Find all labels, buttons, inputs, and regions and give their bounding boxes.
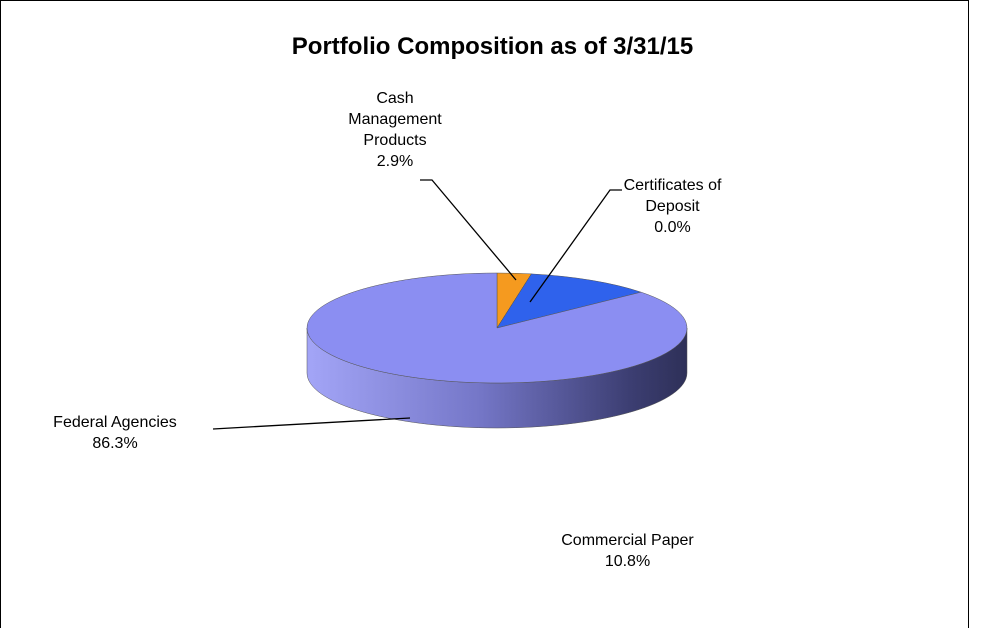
value-label: 86.3%	[92, 435, 138, 452]
leader-line	[420, 179, 517, 281]
slice-label: Cash Management Products 2.9%	[330, 88, 460, 172]
value-label: 2.9%	[376, 153, 414, 170]
category-name: Federal Agencies	[53, 414, 177, 431]
category-name: Commercial Paper	[561, 532, 694, 549]
value-label: 10.8%	[604, 553, 651, 570]
slice-label: Federal Agencies 86.3%	[20, 412, 210, 454]
value-label: 0.0%	[654, 219, 691, 236]
slice	[306, 272, 688, 384]
chart-title: Portfolio Composition as of 3/31/15	[291, 33, 694, 60]
slice-label: Certificates of Deposit 0.0%	[600, 175, 745, 238]
leader-line	[212, 417, 411, 430]
category-name: Certificates of Deposit	[623, 177, 722, 215]
slice	[496, 273, 642, 329]
leader-line	[529, 189, 622, 303]
category-name: Cash Management Products	[348, 90, 442, 149]
slice-label: Commercial Paper 10.8%	[540, 530, 715, 572]
